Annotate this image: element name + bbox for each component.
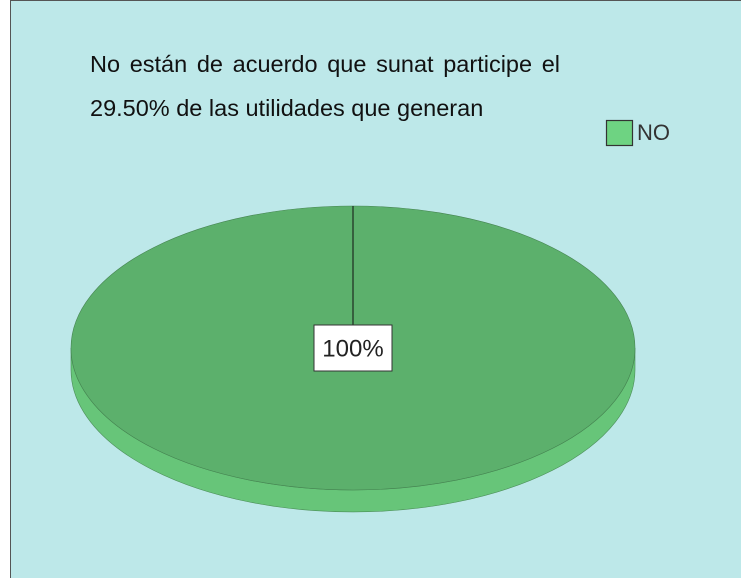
legend-swatch xyxy=(605,119,634,147)
chart-title: No están de acuerdo que sunat participe … xyxy=(90,51,560,121)
legend-label: NO xyxy=(637,120,670,145)
data-label-box xyxy=(313,324,393,372)
data-label: 100% xyxy=(322,335,383,362)
